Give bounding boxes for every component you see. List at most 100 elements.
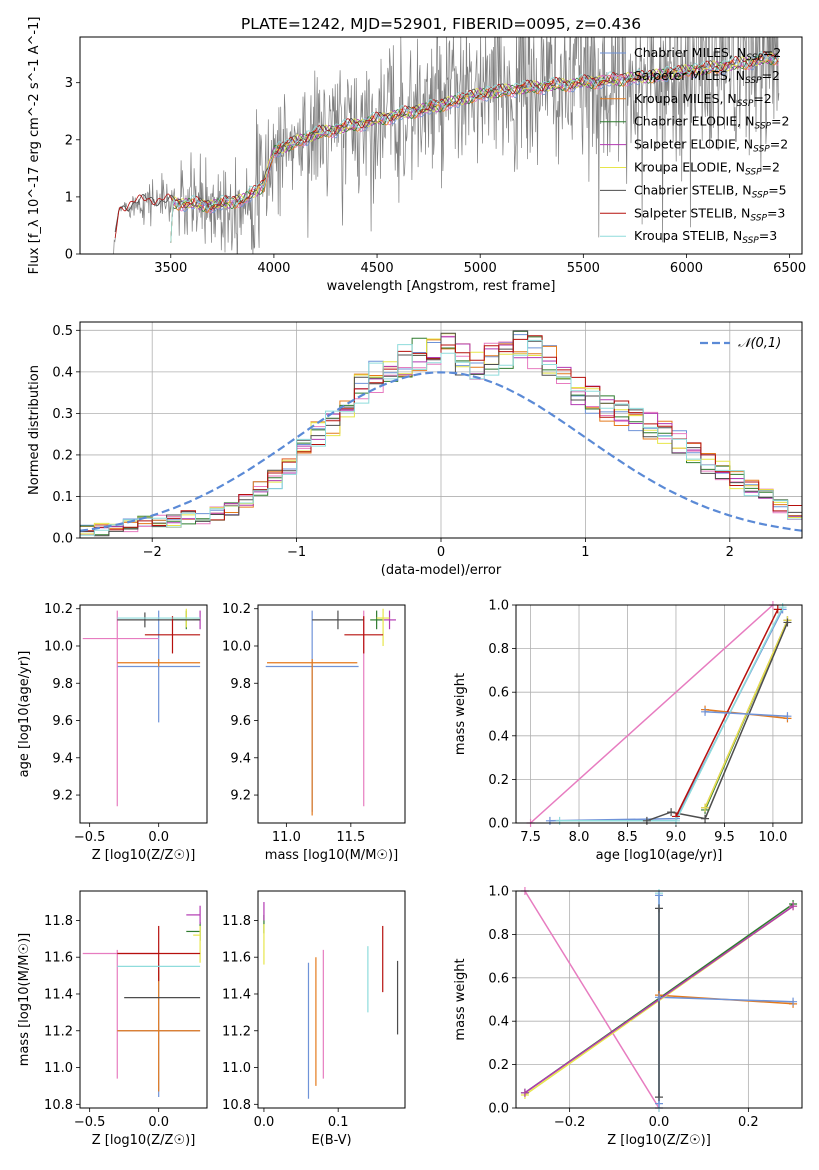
age-vs-Z-ytick-label-0: 9.2 [52,789,73,804]
residuals-ylabel: Normed distribution [27,365,42,495]
age-vs-Z-ytick-label-3: 9.8 [52,677,73,692]
mass-vs-ebv-ytick-label-5: 11.8 [222,914,251,929]
age-vs-Z-xtick-label-0: −0.5 [74,830,106,845]
weight-vs-age-series-0 [549,609,784,822]
spectrum-ytick-label-0: 0 [65,248,73,263]
residuals-hist-0 [80,334,802,527]
residuals-ytick-label-2: 0.2 [52,448,73,463]
spectrum-model-line-8 [170,51,779,243]
weight-vs-Z-xtick-label-0: −0.2 [554,1115,586,1130]
spectrum-plot [113,37,780,254]
weight-vs-Z-ylabel: mass weight [453,958,468,1040]
weight-vs-age-frame [515,604,803,824]
mass-vs-Z-ytick-label-0: 10.8 [44,1098,73,1113]
residuals-xtick-label-1: −1 [287,545,306,560]
weight-vs-age-ytick-label-5: 1.0 [488,599,509,614]
age-vs-Z-ytick-label-4: 10.0 [44,639,73,654]
residuals-plot [80,330,802,537]
residuals-xtick-label-4: 2 [726,545,734,560]
residuals-gaussian-line [80,371,802,532]
weight-vs-age-marker-5-0 [701,803,710,812]
residuals-xlabel: (data-model)/error [381,563,502,578]
age-vs-mass-ytick-label-2: 9.6 [230,714,251,729]
age-vs-Z-axes: −0.5 0.0 9.2 9.4 9.6 9.8 10.0 10.2 Z [log10(Z/Z☉… [17,602,195,863]
spectrum-legend-label-4: Salpeter ELODIE, NSSP=2 [634,137,788,155]
weight-vs-age-ytick-label-3: 0.6 [488,686,509,701]
age-vs-mass-ytick-label-5: 10.2 [222,602,251,617]
weight-vs-age-marker-9-1 [783,712,792,721]
weight-vs-Z-marker-5-0 [520,1088,529,1097]
age-vs-Z-xtick-label-1: 0.0 [148,830,169,845]
residuals-hist-4 [80,336,802,532]
weight-vs-age-ytick-label-4: 0.8 [488,642,509,657]
weight-vs-Z-marker-2-1 [789,997,798,1006]
spectrum-axes: 3500 4000 4500 5000 5500 6000 6500 0 1 2 3 waveleng… [27,17,806,294]
residuals-ytick-label-3: 0.3 [52,407,73,422]
weight-vs-age-marker-6-2 [701,814,710,823]
mass-vs-ebv-xtick-label-0: 0.0 [254,1115,275,1130]
residuals-hist-8 [80,339,802,536]
weight-vs-Z-xtick-label-1: 0.0 [649,1115,670,1130]
mass-vs-Z-xlabel: Z [log10(Z/Z☉)] [92,1133,196,1148]
weight-vs-age-xtick-label-5: 10.0 [758,830,787,845]
spectrum-model-line-5 [170,52,779,243]
age-vs-Z-ytick-label-5: 10.2 [44,602,73,617]
spectrum-frame [79,36,803,255]
weight-vs-age-xtick-label-4: 9.5 [714,830,735,845]
weight-vs-Z-series-0 [524,891,660,1108]
mass-vs-Z-ylabel: mass [log10(M/M☉)] [17,933,32,1066]
mass-vs-Z-plot [82,905,201,1097]
mass-vs-ebv-ytick-label-4: 11.6 [222,951,251,966]
mass-vs-Z-xtick-label-0: −0.5 [74,1115,106,1130]
residuals-hist-3 [80,330,802,536]
spectrum-xlabel: wavelength [Angstrom, rest frame] [327,279,556,294]
residuals-ytick-label-4: 0.4 [52,365,73,380]
weight-vs-age-xtick-label-2: 8.5 [617,830,638,845]
weight-vs-age-marker-0-0 [545,816,554,825]
age-vs-mass-axes: 11.0 11.5 9.2 9.4 9.6 9.8 10.0 10.2 mass [log10(… [222,602,398,863]
residuals-ytick-label-5: 0.5 [52,324,73,339]
weight-vs-age-series-1 [529,605,774,823]
mass-vs-ebv-ytick-label-0: 10.8 [222,1098,251,1113]
residuals-hist-1 [80,335,802,535]
mass-vs-ebv-ytick-label-2: 11.2 [222,1024,251,1039]
age-vs-Z-xlabel: Z [log10(Z/Z☉)] [92,848,196,863]
residuals-hist-6 [80,330,802,537]
mass-vs-ebv-frame [257,890,406,1109]
spectrum-xtick-label-2: 4500 [361,261,394,276]
spectrum-xtick-label-3: 5000 [464,261,497,276]
residuals-legend: 𝒩(0,1) [700,336,781,351]
spectrum-ytick-label-1: 1 [65,190,73,205]
weight-vs-age-series-6 [646,622,789,822]
weight-vs-age-xtick-label-0: 7.5 [520,830,541,845]
mass-vs-Z-axes: −0.5 0.0 10.8 11.0 11.2 11.4 11.6 11.8 Z [log10(… [17,914,195,1148]
spectrum-model-line-7 [114,51,779,239]
mass-vs-ebv-plot [263,902,399,1099]
mass-vs-ebv-axes: 0.0 0.1 10.8 11.0 11.2 11.4 11.6 11.8 E(B-V) [222,914,352,1148]
age-vs-mass-ytick-label-3: 9.8 [230,677,251,692]
mass-vs-Z-xtick-label-1: 0.0 [148,1115,169,1130]
mass-vs-Z-ytick-label-5: 11.8 [44,914,73,929]
residuals-ytick-label-1: 0.1 [52,490,73,505]
weight-vs-Z-ytick-label-4: 0.8 [488,928,509,943]
mass-vs-ebv-xtick-label-1: 0.1 [328,1115,349,1130]
age-vs-mass-ytick-label-0: 9.2 [230,789,251,804]
weight-vs-Z-ytick-label-5: 1.0 [488,885,509,900]
weight-vs-Z-marker-8-0 [655,1093,663,1102]
weight-vs-age-ytick-label-1: 0.2 [488,773,509,788]
age-vs-Z-plot [82,608,201,807]
age-vs-mass-ytick-label-1: 9.4 [230,751,251,766]
weight-vs-Z-marker-5-1 [789,902,798,911]
residuals-hist-7 [80,335,802,532]
weight-vs-age-marker-7-1 [773,605,782,614]
weight-vs-age-ytick-label-0: 0.0 [488,817,509,832]
weight-vs-age-axes: 7.5 8.0 8.5 9.0 9.5 10.0 0.0 0.2 0.4 0.6 0.8 1.0 age… [453,599,802,863]
residuals-hist-5 [80,333,802,535]
mass-vs-Z-ytick-label-3: 11.4 [44,987,73,1002]
weight-vs-age-marker-6-3 [783,618,792,627]
spectrum-xtick-label-6: 6500 [773,261,806,276]
spectrum-xtick-label-5: 6000 [670,261,703,276]
weight-vs-age-plot [529,605,789,823]
weight-vs-age-series-9 [705,711,788,717]
